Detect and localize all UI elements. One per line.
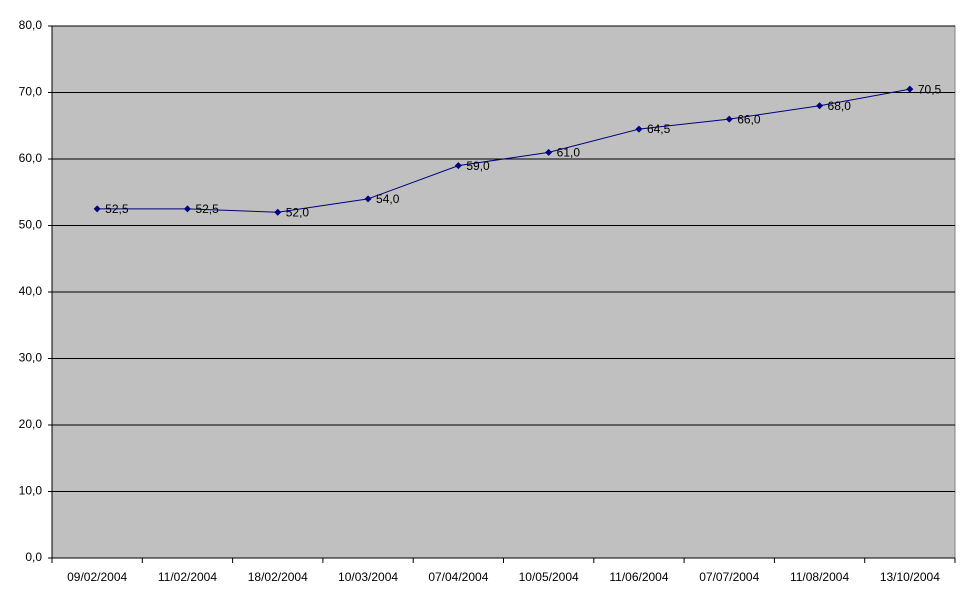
- data-label: 52,5: [195, 202, 219, 216]
- marker: [274, 208, 282, 216]
- marker: [93, 205, 101, 213]
- x-tick-label: 09/02/2004: [67, 570, 127, 584]
- marker: [906, 85, 914, 93]
- marker: [816, 102, 824, 110]
- y-tick-label: 60,0: [19, 151, 43, 165]
- x-tick-label: 13/10/2004: [880, 570, 940, 584]
- marker: [454, 162, 462, 170]
- x-tick-label: 11/02/2004: [158, 570, 217, 584]
- data-label: 70,5: [918, 82, 942, 96]
- x-tick-label: 07/04/2004: [428, 570, 488, 584]
- data-label: 61,0: [557, 146, 581, 160]
- data-label: 52,5: [105, 202, 129, 216]
- data-label: 66,0: [737, 112, 761, 126]
- marker: [635, 125, 643, 133]
- y-tick-label: 80,0: [19, 18, 43, 32]
- x-tick-label: 07/07/2004: [699, 570, 759, 584]
- data-line: [97, 88, 910, 213]
- marker: [364, 195, 372, 203]
- data-label: 68,0: [828, 99, 852, 113]
- y-tick-label: 20,0: [19, 417, 43, 431]
- x-tick-label: 18/02/2004: [248, 570, 308, 584]
- data-label: 52,0: [286, 205, 310, 219]
- y-tick-label: 0,0: [25, 550, 42, 564]
- marker: [725, 115, 733, 123]
- x-tick-label: 11/08/2004: [790, 570, 849, 584]
- y-tick-label: 40,0: [19, 284, 43, 298]
- y-tick-label: 30,0: [19, 351, 43, 365]
- data-label: 59,0: [466, 159, 490, 173]
- data-label: 54,0: [376, 192, 400, 206]
- y-tick-label: 10,0: [19, 484, 43, 498]
- marker: [183, 205, 191, 213]
- x-tick-label: 10/05/2004: [519, 570, 579, 584]
- data-label: 64,5: [647, 122, 671, 136]
- y-tick-label: 70,0: [19, 85, 43, 99]
- y-tick-label: 50,0: [19, 218, 43, 232]
- x-tick-label: 10/03/2004: [338, 570, 398, 584]
- x-tick-label: 11/06/2004: [609, 570, 668, 584]
- marker: [545, 148, 553, 156]
